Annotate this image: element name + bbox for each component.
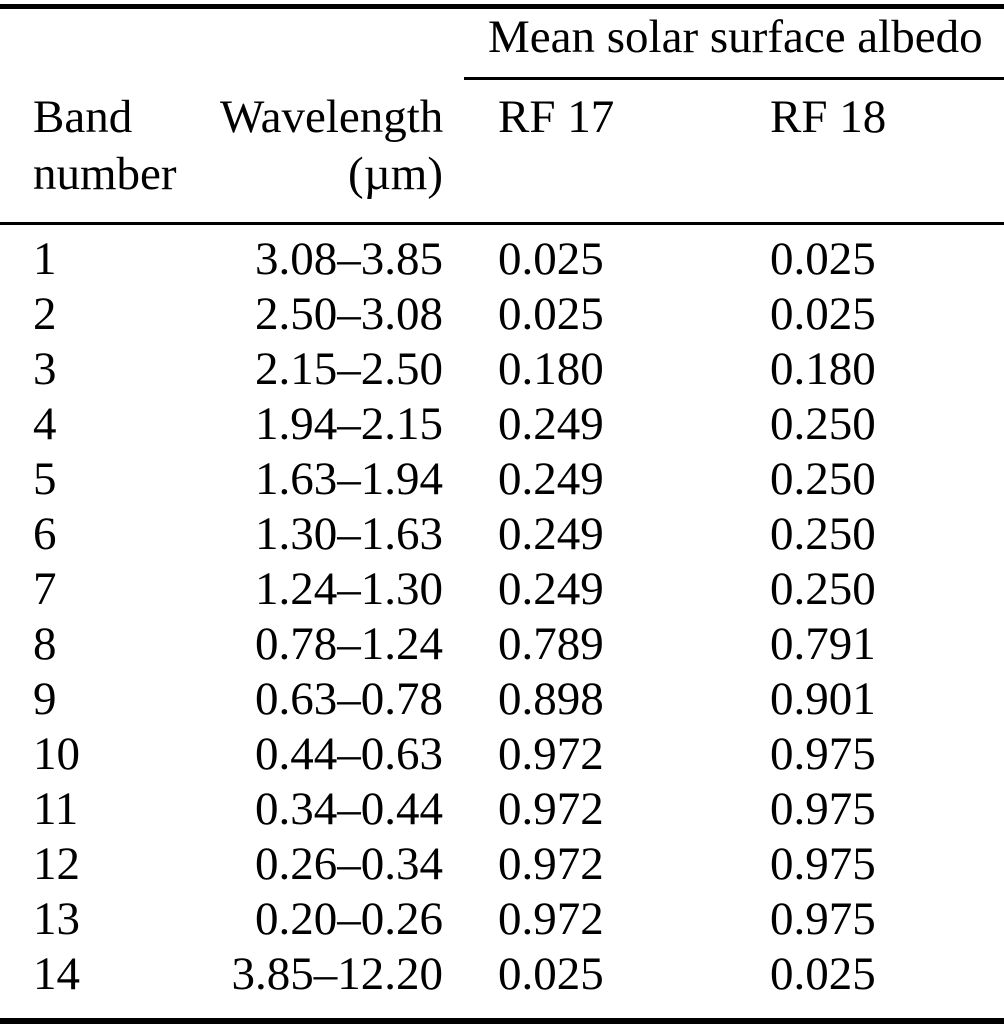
band-cell: 2 <box>33 288 57 340</box>
table-row: 1 3.08–3.85 0.025 0.025 <box>0 232 1004 287</box>
column-header-wavelength: Wavelength (µm) <box>220 89 443 203</box>
rf18-cell: 0.180 <box>770 343 876 395</box>
rf18-cell: 0.025 <box>770 948 876 1000</box>
column-header-wavelength-line1: Wavelength <box>220 91 444 143</box>
rf18-cell: 0.791 <box>770 618 876 670</box>
wavelength-cell: 1.94–2.15 <box>255 398 443 450</box>
column-header-band-number: Band number <box>0 89 220 203</box>
rf17-cell: 0.972 <box>498 783 604 835</box>
rf18-cell: 0.025 <box>770 233 876 285</box>
rf17-cell: 0.249 <box>498 398 604 450</box>
rf17-cell: 0.249 <box>498 508 604 560</box>
band-cell: 10 <box>33 728 80 780</box>
band-cell: 7 <box>33 563 57 615</box>
column-header-band-line1: Band <box>33 91 133 143</box>
wavelength-cell: 0.20–0.26 <box>255 893 443 945</box>
rf18-cell: 0.901 <box>770 673 876 725</box>
span-header-mean-solar-surface-albedo: Mean solar surface albedo <box>488 11 983 63</box>
table-row: 7 1.24–1.30 0.249 0.250 <box>0 562 1004 617</box>
rf18-cell: 0.975 <box>770 893 876 945</box>
band-cell: 9 <box>33 673 57 725</box>
table-top-rule <box>0 4 1004 9</box>
span-header-underline-rule <box>464 77 1004 80</box>
column-header-rf17-label: RF 17 <box>498 91 615 143</box>
table-row: 8 0.78–1.24 0.789 0.791 <box>0 617 1004 672</box>
band-cell: 3 <box>33 343 57 395</box>
header-separator-rule <box>0 222 1004 225</box>
band-cell: 6 <box>33 508 57 560</box>
rf17-cell: 0.972 <box>498 838 604 890</box>
rf18-cell: 0.025 <box>770 288 876 340</box>
band-cell: 8 <box>33 618 57 670</box>
table-bottom-rule <box>0 1018 1004 1024</box>
column-header-rf18: RF 18 <box>770 89 1004 203</box>
rf18-cell: 0.975 <box>770 838 876 890</box>
table-row: 2 2.50–3.08 0.025 0.025 <box>0 287 1004 342</box>
rf18-cell: 0.975 <box>770 783 876 835</box>
column-header-rf18-label: RF 18 <box>770 91 887 143</box>
wavelength-cell: 3.85–12.20 <box>231 948 444 1000</box>
rf17-cell: 0.249 <box>498 563 604 615</box>
table-row: 5 1.63–1.94 0.249 0.250 <box>0 452 1004 507</box>
table-row: 9 0.63–0.78 0.898 0.901 <box>0 672 1004 727</box>
rf17-cell: 0.972 <box>498 728 604 780</box>
rf17-cell: 0.025 <box>498 948 604 1000</box>
wavelength-cell: 3.08–3.85 <box>255 233 443 285</box>
rf17-cell: 0.898 <box>498 673 604 725</box>
rf17-cell: 0.025 <box>498 288 604 340</box>
table-row: 11 0.34–0.44 0.972 0.975 <box>0 782 1004 837</box>
rf18-cell: 0.250 <box>770 508 876 560</box>
band-cell: 13 <box>33 893 80 945</box>
wavelength-cell: 1.30–1.63 <box>255 508 443 560</box>
wavelength-cell: 1.63–1.94 <box>255 453 443 505</box>
wavelength-cell: 2.50–3.08 <box>255 288 443 340</box>
band-cell: 1 <box>33 233 57 285</box>
band-cell: 5 <box>33 453 57 505</box>
rf17-cell: 0.972 <box>498 893 604 945</box>
rf17-cell: 0.025 <box>498 233 604 285</box>
table-body: 1 3.08–3.85 0.025 0.025 2 2.50–3.08 0.02… <box>0 232 1004 1002</box>
table-row: 14 3.85–12.20 0.025 0.025 <box>0 947 1004 1002</box>
table-row: 6 1.30–1.63 0.249 0.250 <box>0 507 1004 562</box>
wavelength-cell: 0.26–0.34 <box>255 838 443 890</box>
table-row: 3 2.15–2.50 0.180 0.180 <box>0 342 1004 397</box>
rf17-cell: 0.249 <box>498 453 604 505</box>
wavelength-cell: 0.63–0.78 <box>255 673 443 725</box>
band-cell: 14 <box>33 948 80 1000</box>
band-cell: 4 <box>33 398 57 450</box>
column-header-rf17: RF 17 <box>443 89 770 203</box>
wavelength-cell: 0.44–0.63 <box>255 728 443 780</box>
wavelength-cell: 1.24–1.30 <box>255 563 443 615</box>
rf18-cell: 0.975 <box>770 728 876 780</box>
rf18-cell: 0.250 <box>770 563 876 615</box>
column-header-row: Band number Wavelength (µm) RF 17 RF 18 <box>0 89 1004 203</box>
band-cell: 11 <box>33 783 79 835</box>
wavelength-cell: 2.15–2.50 <box>255 343 443 395</box>
wavelength-cell: 0.78–1.24 <box>255 618 443 670</box>
rf18-cell: 0.250 <box>770 398 876 450</box>
column-header-wavelength-unit: (µm) <box>348 148 443 200</box>
table-row: 12 0.26–0.34 0.972 0.975 <box>0 837 1004 892</box>
table-row: 13 0.20–0.26 0.972 0.975 <box>0 892 1004 947</box>
table-row: 4 1.94–2.15 0.249 0.250 <box>0 397 1004 452</box>
table-row: 10 0.44–0.63 0.972 0.975 <box>0 727 1004 782</box>
band-cell: 12 <box>33 838 80 890</box>
column-header-band-line2: number <box>33 148 177 200</box>
wavelength-cell: 0.34–0.44 <box>255 783 443 835</box>
rf17-cell: 0.180 <box>498 343 604 395</box>
rf17-cell: 0.789 <box>498 618 604 670</box>
rf18-cell: 0.250 <box>770 453 876 505</box>
